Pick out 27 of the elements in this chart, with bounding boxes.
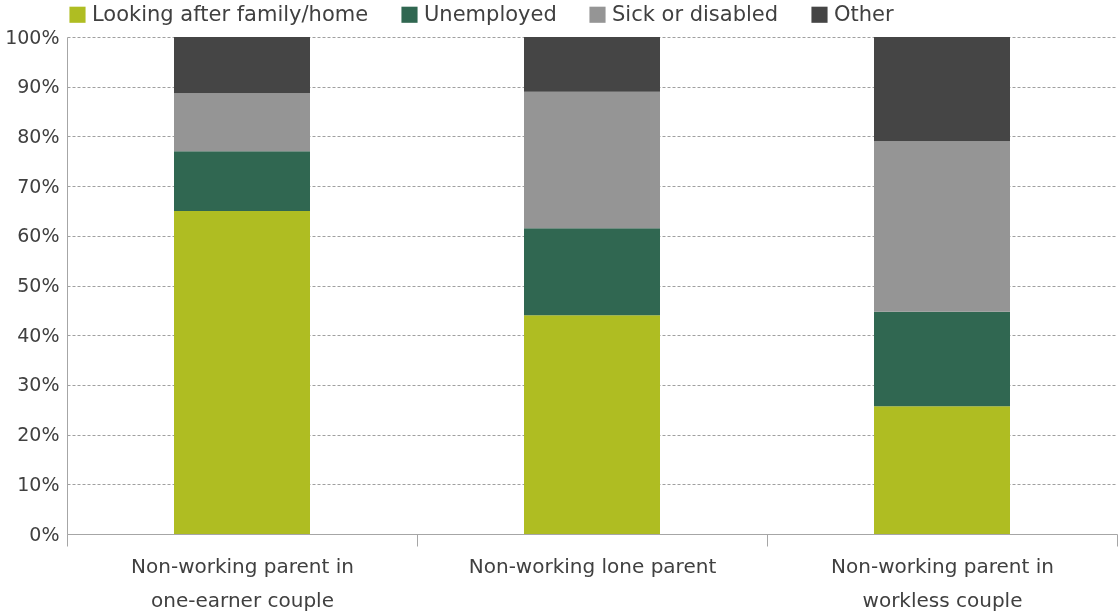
legend-label: Sick or disabled bbox=[612, 1, 779, 26]
bar bbox=[524, 37, 660, 92]
y-tick-label: 50% bbox=[17, 274, 60, 296]
y-tick-label: 10% bbox=[17, 472, 60, 495]
y-tick-label: 80% bbox=[17, 124, 60, 147]
x-tick-label: Non-working parent in one-earner couple bbox=[131, 553, 354, 612]
legend-label: Unemployed bbox=[424, 1, 557, 26]
bar bbox=[524, 315, 660, 534]
y-tick-label: 20% bbox=[17, 423, 60, 446]
bar bbox=[874, 37, 1010, 142]
y-tick-label: 0% bbox=[29, 522, 60, 545]
y-tick-label: 30% bbox=[17, 373, 60, 396]
y-tick-label: 100% bbox=[5, 25, 60, 48]
legend-label: Looking after family/home bbox=[92, 1, 369, 26]
legend-label: Other bbox=[834, 1, 894, 26]
x-tick-label: Non-working lone parent bbox=[468, 553, 717, 578]
y-tick-label: 60% bbox=[17, 224, 60, 247]
bar bbox=[174, 210, 310, 534]
y-tick-label: 40% bbox=[17, 323, 60, 346]
bar bbox=[174, 37, 310, 94]
x-tick-label: Non-working parent in workless couple bbox=[831, 553, 1054, 612]
y-tick-label: 70% bbox=[17, 174, 60, 197]
bar bbox=[874, 311, 1010, 407]
bar bbox=[174, 151, 310, 211]
y-tick-label: 90% bbox=[17, 75, 60, 98]
bar bbox=[524, 228, 660, 316]
bar bbox=[874, 406, 1010, 534]
